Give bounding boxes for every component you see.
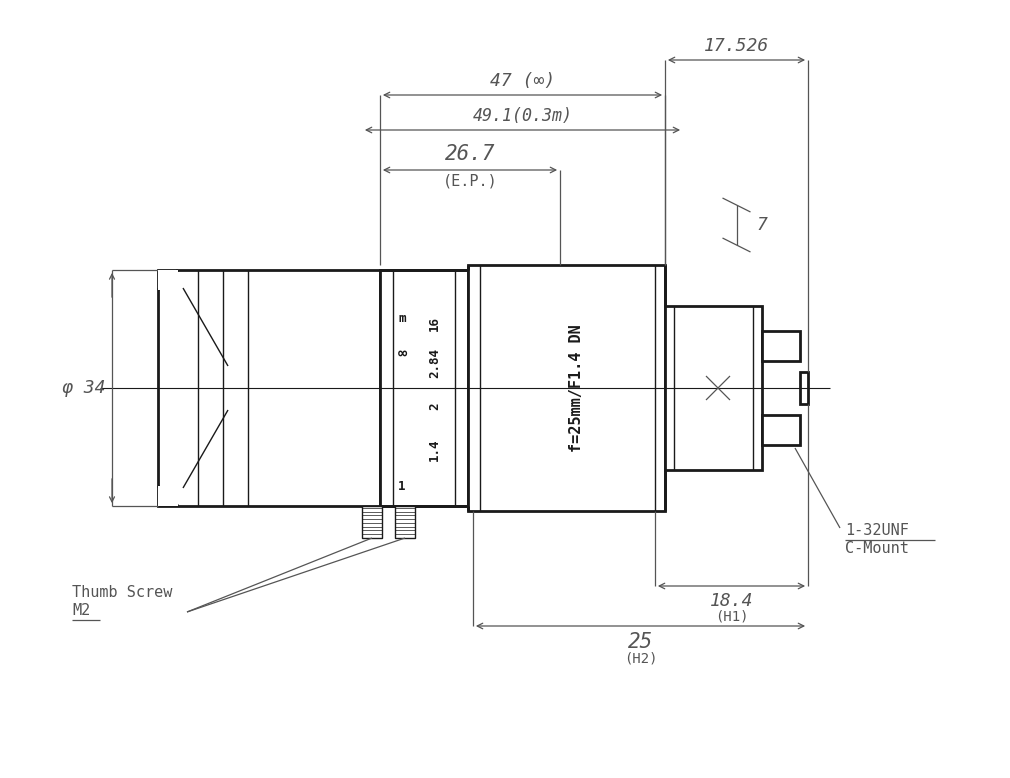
Text: f=25mm/F1.4 DN: f=25mm/F1.4 DN (569, 324, 584, 452)
Bar (762, 415, 800, 445)
Text: 26.7: 26.7 (444, 144, 495, 164)
Text: 16: 16 (428, 316, 441, 331)
Text: 2.84: 2.84 (428, 348, 441, 378)
Bar (158, 270, 380, 506)
Text: 17.526: 17.526 (704, 37, 770, 55)
Bar (158, 270, 178, 290)
Text: (E.P.): (E.P.) (442, 173, 497, 188)
Text: (H2): (H2) (624, 652, 658, 666)
Text: M2: M2 (72, 603, 90, 618)
Bar (762, 331, 800, 361)
Text: 2: 2 (428, 402, 441, 410)
Bar (665, 306, 762, 470)
Text: 1.4: 1.4 (428, 439, 441, 461)
Text: 1-32UNF: 1-32UNF (845, 523, 909, 538)
Text: 1: 1 (398, 479, 406, 492)
Text: 7: 7 (756, 216, 768, 234)
Text: m: m (398, 311, 406, 324)
Text: (H1): (H1) (715, 610, 748, 624)
Text: φ 34: φ 34 (63, 379, 106, 397)
Text: 25: 25 (628, 632, 653, 652)
Text: Thumb Screw: Thumb Screw (72, 585, 173, 600)
Text: 47 (∞): 47 (∞) (490, 72, 556, 90)
Text: ∞: ∞ (398, 345, 407, 360)
Text: 49.1(0.3m): 49.1(0.3m) (473, 107, 573, 125)
Text: 18.4: 18.4 (710, 592, 753, 610)
Bar (380, 270, 468, 506)
Bar (468, 265, 665, 511)
Text: C-Mount: C-Mount (845, 541, 909, 556)
Bar (362, 506, 382, 538)
Bar (395, 506, 415, 538)
Bar (800, 372, 808, 404)
Bar (158, 486, 178, 506)
